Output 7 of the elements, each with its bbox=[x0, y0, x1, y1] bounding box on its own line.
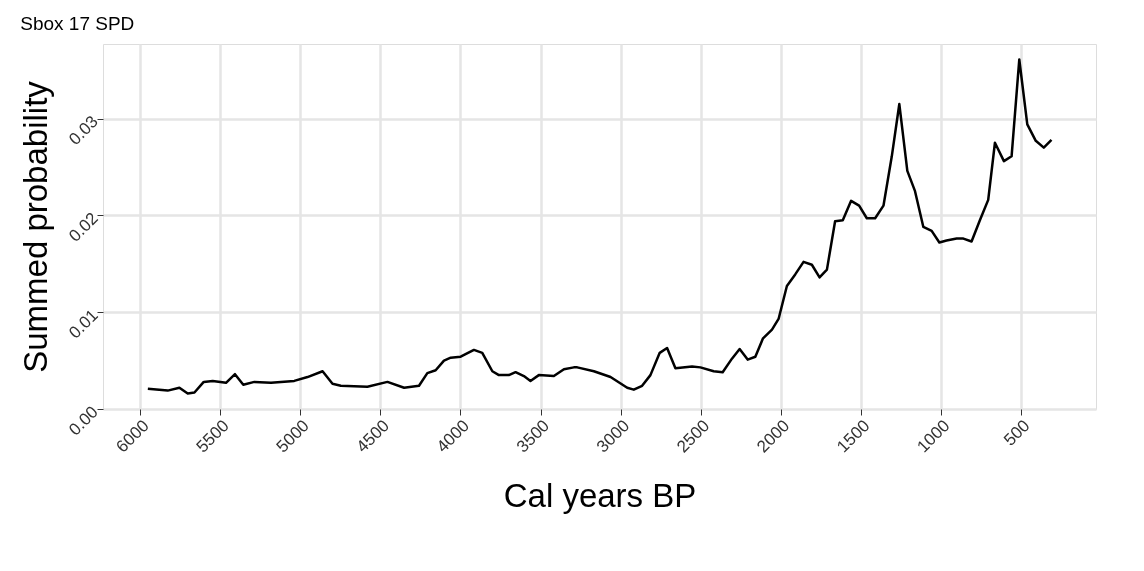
x-tick-label: 500 bbox=[1000, 416, 1034, 450]
y-axis-title: Summed probability bbox=[16, 80, 54, 373]
y-tick-label: 0.03 bbox=[65, 111, 102, 149]
x-axis-title: Cal years BP bbox=[503, 476, 697, 514]
y-tick-label: 0.02 bbox=[65, 208, 102, 246]
chart-title: Sbox 17 SPD bbox=[20, 13, 135, 34]
y-tick-label: 0.01 bbox=[65, 305, 102, 343]
